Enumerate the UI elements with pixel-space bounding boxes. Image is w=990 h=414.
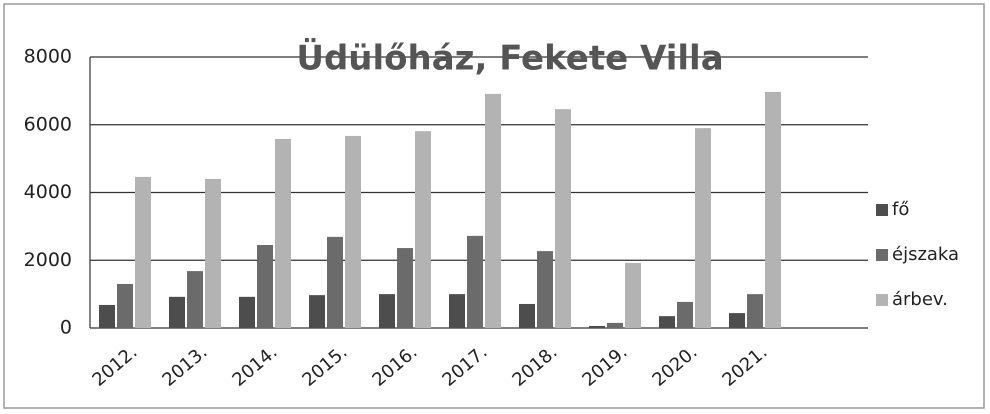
bar [625,262,641,328]
bar [415,131,431,328]
bar [747,294,763,328]
chart-title: Üdülőház, Fekete Villa [296,38,723,79]
bar [729,313,745,328]
bar [397,248,413,328]
legend-swatch [876,249,888,261]
bar [99,304,115,328]
bar [467,235,483,328]
y-tick-label: 4000 [24,181,72,203]
bar [607,322,623,328]
bar [345,135,361,328]
bar [589,325,605,328]
legend-label: fő [892,199,909,220]
y-tick-label: 6000 [24,113,72,135]
bar [187,271,203,328]
bar [485,93,501,328]
y-tick-label: 0 [60,317,72,339]
bar [519,303,535,328]
bar [449,294,465,328]
y-tick-label: 2000 [24,249,72,271]
legend-label: árbev. [892,289,948,310]
bar [695,128,711,328]
bar [677,301,693,328]
legend-swatch [876,294,888,306]
bar [309,295,325,328]
bar [117,283,133,328]
bars [99,91,781,328]
legend-swatch [876,204,888,216]
bar [765,91,781,328]
bar [379,294,395,328]
legend-label: éjszaka [892,244,959,265]
bar [257,245,273,328]
bar [135,176,151,328]
bar [327,236,343,328]
bar [555,109,571,328]
bar [169,296,185,328]
bar [659,316,675,328]
bar [275,138,291,328]
bar [537,251,553,328]
y-tick-label: 8000 [24,46,72,68]
bar [239,296,255,328]
bar [205,178,221,328]
